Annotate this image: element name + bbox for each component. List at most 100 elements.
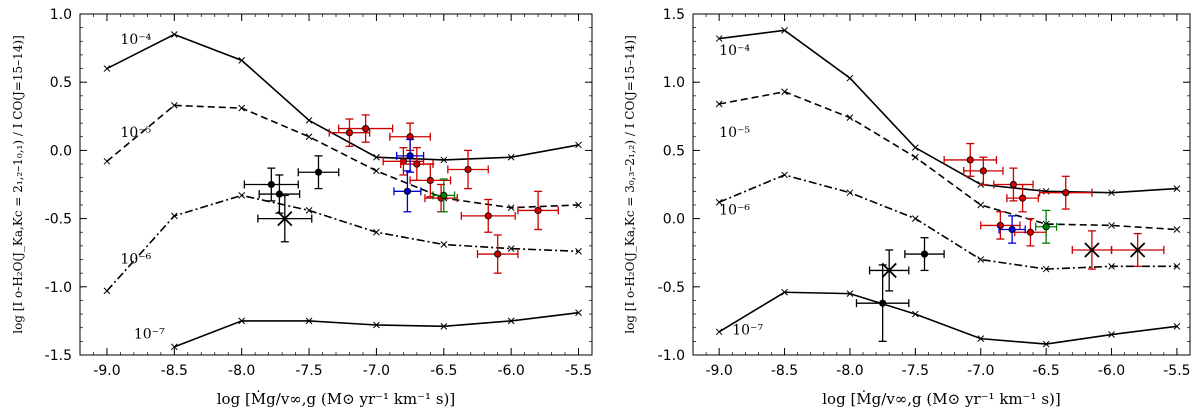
model-point: [440, 323, 448, 330]
plot-area: [715, 27, 1181, 348]
observation-dot: [413, 160, 421, 168]
model-point: [507, 204, 515, 212]
y-tick-label: 0.0: [50, 143, 72, 159]
observation-point: [904, 237, 945, 272]
model-point: [305, 207, 313, 214]
observation-point: [1035, 209, 1058, 244]
model-point: [170, 212, 178, 220]
observation-dot: [464, 165, 472, 174]
plot-area: [103, 31, 582, 351]
y-tick-label: -1.0: [45, 280, 72, 296]
model-point: [575, 141, 582, 149]
y-tick-label: 0.0: [663, 212, 685, 228]
x-axis-label: log [Ṁg/v∞,g (M⊙ yr⁻¹ km⁻¹ s)]: [217, 390, 455, 408]
x-tick-label: -6.0: [1098, 363, 1125, 379]
x-tick-label: -5.5: [1163, 363, 1190, 379]
x-tick-label: -9.0: [93, 363, 120, 379]
x-tick-label: -7.5: [295, 363, 322, 379]
curve-label-1e-4: 10⁻⁴: [719, 43, 750, 59]
model-point: [781, 171, 788, 179]
x-tick-label: -7.0: [967, 363, 994, 379]
x-tick-label: -6.5: [430, 363, 457, 379]
observation-point: [963, 156, 1004, 186]
observation-dot: [406, 152, 414, 160]
model-point: [781, 288, 788, 296]
y-tick-label: 0.5: [663, 143, 685, 159]
model-point: [373, 321, 380, 329]
x-tick-label: -7.0: [363, 363, 390, 379]
model-curve-1e-4: [719, 29, 1177, 194]
observation-dot: [1042, 223, 1050, 231]
observation-dot: [267, 180, 275, 189]
observation-dot: [1009, 180, 1018, 189]
observation-dot: [494, 250, 502, 258]
model-point: [170, 31, 178, 38]
observation-dot: [979, 167, 987, 175]
model-point: [238, 317, 246, 325]
observation-point: [1006, 183, 1039, 213]
model-point: [575, 201, 582, 209]
observation-point: [460, 198, 516, 233]
observation-dot: [345, 129, 354, 137]
observation-dot: [362, 124, 370, 133]
model-point: [575, 247, 582, 255]
observation-point: [993, 167, 1034, 202]
model-point: [781, 88, 788, 96]
model-point: [911, 144, 919, 152]
x-tick-label: -5.5: [565, 363, 592, 379]
observation-dot: [314, 168, 323, 176]
plot-frame: [692, 13, 1191, 356]
chart-panel-1: -9.0 -8.5 -8.0 -7.5 -7.0 -6.5 -6.0 -5.5 -1.5 -1.0…: [11, 7, 593, 408]
observation-dot: [1026, 228, 1035, 236]
observation-point: [476, 234, 519, 274]
model-point: [440, 241, 448, 248]
model-curve-1e-6: [718, 174, 1177, 270]
model-point: [1108, 262, 1115, 270]
model-point: [977, 335, 985, 342]
model-point: [715, 198, 723, 206]
model-point: [911, 153, 919, 161]
observation-dot: [920, 250, 929, 258]
model-curve-1e-5: [719, 90, 1177, 231]
model-point: [1108, 189, 1115, 197]
x-tick-label: -9.0: [705, 363, 732, 379]
model-point: [103, 157, 111, 165]
observation-point: [868, 249, 910, 292]
curve-label-1e-6: 10⁻⁶: [719, 203, 750, 219]
curve-label-1e-6: 10⁻⁶: [120, 252, 151, 268]
model-point: [238, 192, 246, 199]
model-point: [911, 310, 919, 318]
model-point: [507, 153, 515, 161]
model-point: [305, 317, 313, 325]
model-point: [507, 317, 515, 325]
model-point: [170, 102, 178, 109]
model-point: [715, 35, 723, 42]
y-axis-label: log [I o-H₂O(J_Ka,Kc = 2₁,₂–1₀,₁) / I CO…: [11, 35, 25, 334]
model-point: [846, 74, 854, 82]
model-point: [507, 245, 515, 252]
model-point: [1173, 226, 1181, 233]
model-point: [238, 104, 246, 112]
x-tick-label: -6.0: [497, 363, 524, 379]
observation-dot: [484, 212, 492, 220]
x-tick-label: -8.5: [161, 363, 188, 379]
observation-point: [1110, 232, 1165, 267]
observation-point: [1014, 217, 1047, 247]
model-point: [373, 153, 380, 161]
observation-dot: [996, 221, 1004, 230]
model-point: [1108, 222, 1115, 229]
model-point: [1042, 265, 1050, 273]
chart-panel-2: -9.0 -8.5 -8.0 -7.5 -7.0 -6.5 -6.0 -5.5 -1.0 -0.5…: [623, 7, 1191, 408]
x-tick-label: -8.5: [771, 363, 798, 379]
plot-frame: [79, 13, 593, 356]
model-curve-1e-6: [106, 194, 579, 292]
model-curve-1e-7: [174, 311, 579, 348]
y-tick-label: -1.5: [45, 348, 72, 364]
y-tick-label: -0.5: [658, 280, 685, 296]
model-point: [170, 343, 178, 351]
model-point: [1173, 323, 1181, 330]
y-tick-label: 1.0: [50, 7, 72, 23]
observation-dot: [403, 187, 412, 195]
